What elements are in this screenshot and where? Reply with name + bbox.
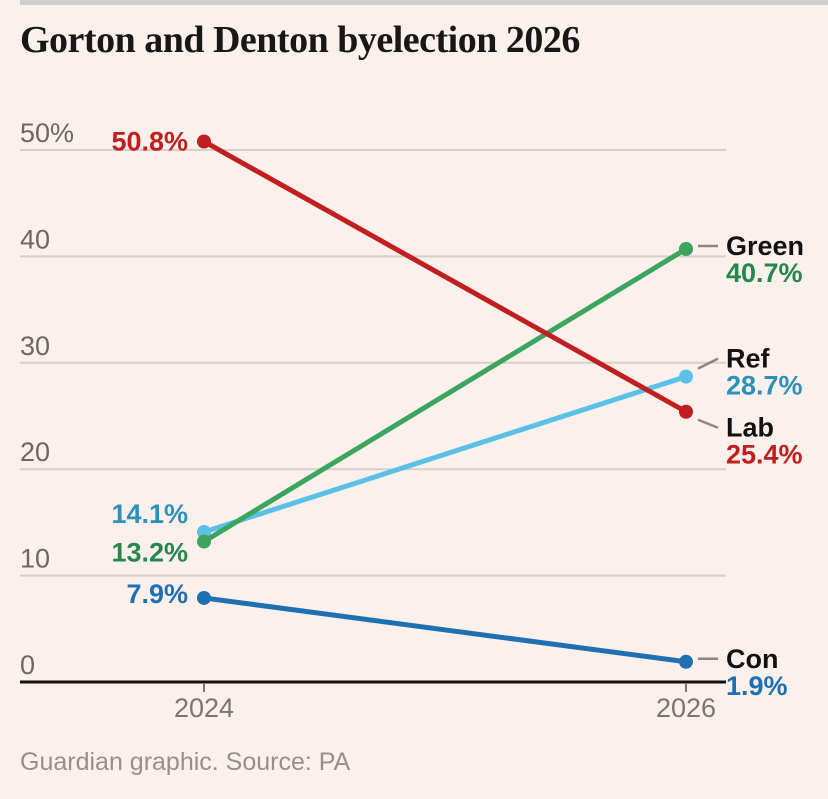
series-dot-green-2024 [197, 534, 211, 549]
chart-title: Gorton and Denton byelection 2026 [20, 19, 580, 61]
series-end-value-label-green: 40.7% [726, 258, 803, 288]
series-dot-lab-2026 [679, 404, 693, 419]
y-axis-label-30: 30 [20, 331, 50, 361]
series-line-con [201, 595, 689, 665]
y-axis-label-50: 50% [20, 118, 74, 148]
series-name-label-con: Con [726, 644, 778, 674]
series-dot-lab-2024 [197, 134, 211, 149]
series-end-value-label-con: 1.9% [726, 671, 788, 701]
y-axis-label-10: 10 [20, 544, 50, 574]
series-name-label-ref: Ref [726, 344, 771, 374]
series-dot-con-2026 [679, 654, 693, 669]
series-end-value-label-ref: 28.7% [726, 371, 803, 401]
source-credit: Guardian graphic. Source: PA [20, 748, 351, 776]
series-dot-con-2024 [197, 590, 211, 605]
series-dot-ref-2026 [679, 369, 693, 384]
series-start-value-label-green: 13.2% [111, 538, 188, 568]
series-start-value-label-ref: 14.1% [111, 499, 188, 529]
x-axis-label-2026: 2026 [656, 693, 716, 723]
y-axis-label-40: 40 [20, 224, 50, 254]
series-start-value-label-con: 7.9% [126, 579, 188, 609]
series-name-label-lab: Lab [726, 413, 774, 443]
label-connector-lab [697, 418, 719, 429]
series-line-ref [201, 374, 689, 535]
top-rule [20, 0, 828, 5]
series-line-lab [201, 138, 689, 415]
y-axis-label-0: 0 [20, 650, 35, 680]
series-line-green [201, 246, 689, 545]
series-end-value-label-lab: 25.4% [726, 440, 803, 470]
x-axis-label-2024: 2024 [174, 693, 234, 723]
series-start-value-label-lab: 50.8% [111, 126, 188, 156]
series-dot-green-2026 [679, 241, 693, 256]
label-connector-ref [697, 357, 719, 370]
series-dot-ref-2024 [197, 524, 211, 539]
y-axis-label-20: 20 [20, 437, 50, 467]
series-name-label-green: Green [726, 231, 804, 261]
